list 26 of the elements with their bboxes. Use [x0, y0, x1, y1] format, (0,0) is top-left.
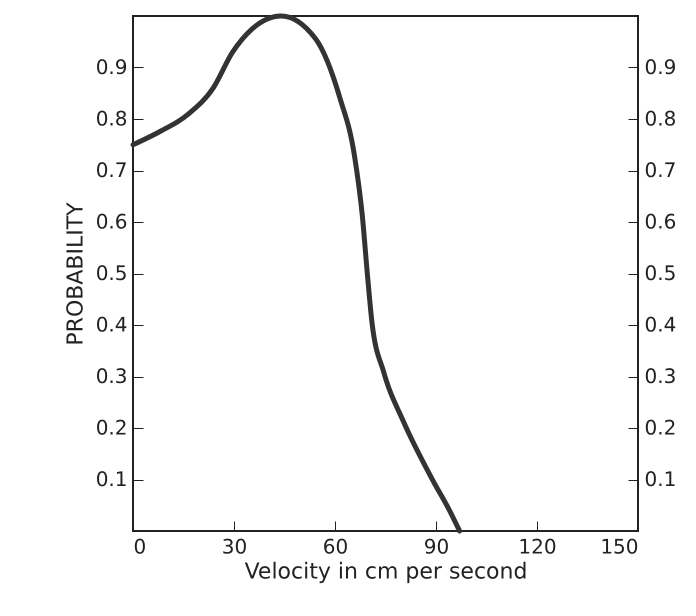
y-tick-label: 0.3: [96, 364, 128, 388]
x-tick-label: 150: [600, 534, 638, 558]
y2-tick-label: 0.7: [644, 158, 676, 182]
y2-tick-label: 0.8: [644, 106, 676, 130]
y-tick-label: 0.2: [96, 416, 128, 440]
y2-tick-label: 0.1: [644, 467, 676, 491]
x-tick-label: 0: [134, 534, 146, 558]
y2-tick-label: 0.4: [644, 312, 676, 336]
y-tick-label: 0.4: [96, 312, 128, 336]
x-tick-label: 90: [424, 534, 450, 558]
x-tick-label: 30: [222, 534, 248, 558]
y-tick-label: 0.9: [96, 55, 128, 79]
y-tick-label: 0.8: [96, 106, 128, 130]
x-tick-label: 60: [322, 534, 348, 558]
y-tick-label: 0.1: [96, 467, 128, 491]
y-tick-label: 0.5: [96, 261, 128, 285]
y2-tick-label: 0.6: [644, 210, 676, 234]
y-tick-label: 0.6: [96, 210, 128, 234]
y2-tick-label: 0.2: [644, 416, 676, 440]
y-axis-title: PROBABILITY: [64, 202, 89, 346]
x-tick-label: 120: [518, 534, 557, 558]
y2-tick-label: 0.5: [644, 261, 676, 285]
y2-tick-label: 0.3: [644, 364, 676, 388]
x-axis-title: Velocity in cm per second: [244, 560, 528, 584]
y2-tick-label: 0.9: [644, 55, 676, 79]
y-tick-label: 0.7: [96, 158, 128, 182]
